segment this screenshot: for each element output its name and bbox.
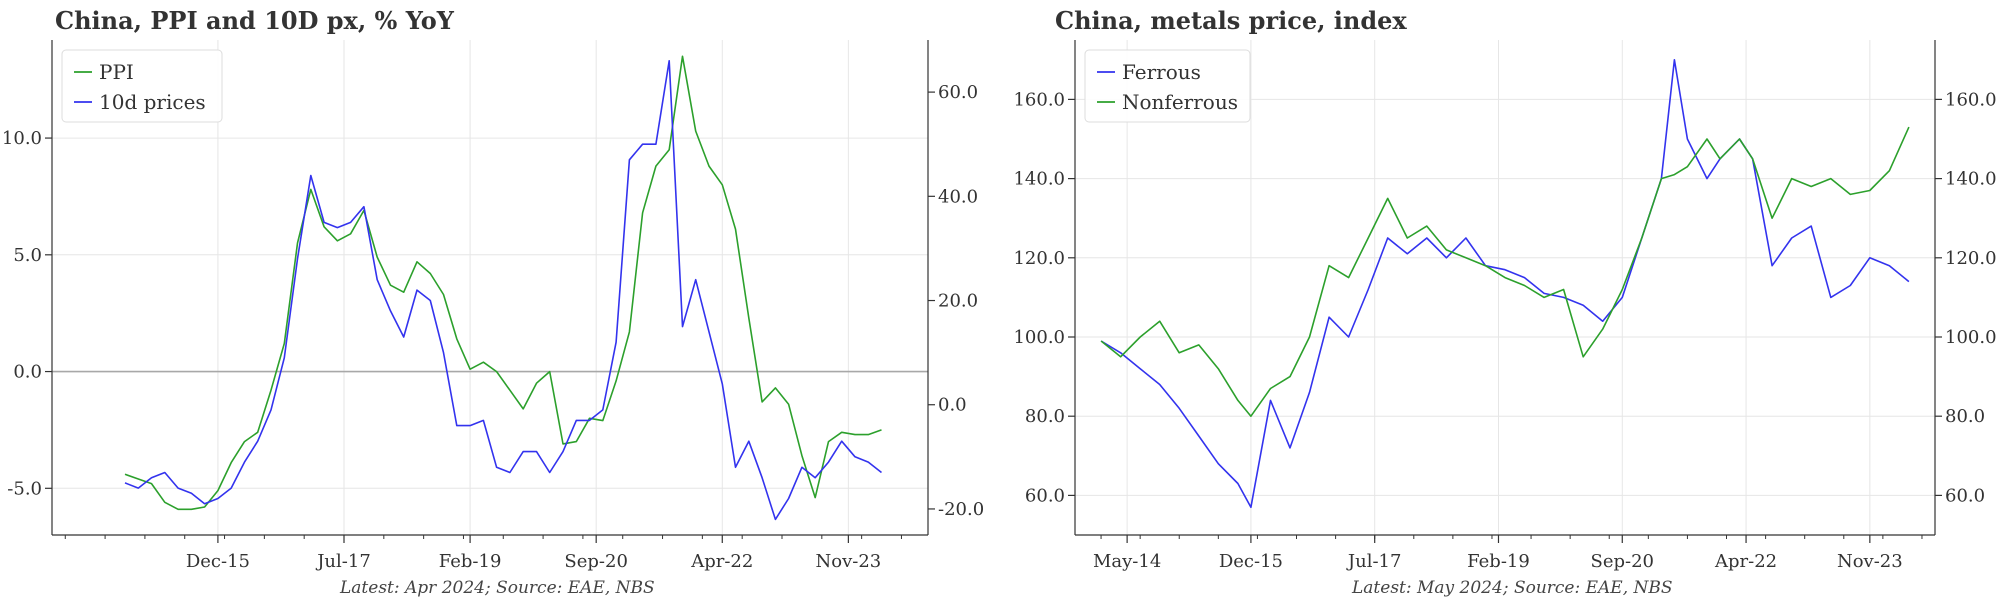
legend-label: 10d prices bbox=[99, 90, 206, 114]
y-left-tick-label: 10.0 bbox=[2, 128, 42, 149]
legend-label: PPI bbox=[99, 60, 134, 84]
y-right-tick-label: 80.0 bbox=[1945, 406, 1985, 427]
y-right-tick-label: 20.0 bbox=[938, 291, 978, 312]
legend-label: Ferrous bbox=[1122, 60, 1201, 84]
y-right-tick-label: 60.0 bbox=[1945, 485, 1985, 506]
x-tick-label: Feb-19 bbox=[1467, 551, 1530, 572]
x-tick-label: Apr-22 bbox=[690, 551, 753, 572]
ppi-chart: Dec-15 Jul-17 Feb-19 Sep-20 Apr-22 Nov-23 10.0… bbox=[2, 40, 984, 572]
x-tick-label: May-14 bbox=[1093, 551, 1161, 572]
x-tick-label: Jul-17 bbox=[315, 551, 371, 572]
series-line-ppi bbox=[124, 55, 882, 511]
chart-title: China, PPI and 10D px, % YoY bbox=[55, 6, 454, 35]
metals-chart: May-14 Dec-15 Jul-17 Feb-19 Sep-20 Apr-22 Nov-… bbox=[1013, 40, 1997, 572]
x-tick-label: Jul-17 bbox=[1346, 551, 1402, 572]
y-right-tick-label: -20.0 bbox=[938, 499, 984, 520]
y-left-tick-label: 140.0 bbox=[1013, 169, 1065, 190]
y-left-tick-label: 120.0 bbox=[1013, 248, 1065, 269]
y-left-tick-label: 160.0 bbox=[1013, 89, 1065, 110]
y-right-tick-label: 100.0 bbox=[1945, 327, 1997, 348]
legend-box bbox=[61, 49, 223, 123]
legend-box bbox=[1084, 49, 1251, 123]
y-left-tick-label: 60.0 bbox=[1025, 485, 1065, 506]
y-right-tick-label: 40.0 bbox=[938, 186, 978, 207]
metals-chart-panel: China, metals price, index May-14 Dec-15 J… bbox=[1000, 0, 2000, 607]
y-right-tick-label: 60.0 bbox=[938, 82, 978, 103]
y-left-tick-label: 100.0 bbox=[1013, 327, 1065, 348]
y-right-tick-label: 0.0 bbox=[938, 395, 967, 416]
x-tick-label: Nov-23 bbox=[815, 551, 881, 572]
x-tick-label: Feb-19 bbox=[439, 551, 502, 572]
x-tick-label: Apr-22 bbox=[1714, 551, 1777, 572]
y-left-tick-label: -5.0 bbox=[7, 478, 42, 499]
x-tick-label: Nov-23 bbox=[1837, 551, 1903, 572]
legend-label: Nonferrous bbox=[1122, 90, 1238, 114]
x-tick-label: Sep-20 bbox=[564, 551, 628, 572]
y-right-tick-label: 140.0 bbox=[1945, 169, 1997, 190]
x-tick-label: Dec-15 bbox=[186, 551, 250, 572]
series-line-ferrous bbox=[1100, 58, 1910, 509]
series-line-nonferrous bbox=[1100, 126, 1910, 418]
chart-title: China, metals price, index bbox=[1055, 6, 1407, 35]
chart-source-note: Latest: May 2024; Source: EAE, NBS bbox=[1352, 578, 1673, 598]
y-left-tick-label: 80.0 bbox=[1025, 406, 1065, 427]
ppi-chart-panel: China, PPI and 10D px, % YoY Dec-15 Jul-1… bbox=[2, 6, 984, 598]
chart-source-note: Latest: Apr 2024; Source: EAE, NBS bbox=[340, 578, 655, 598]
y-left-tick-label: 0.0 bbox=[13, 362, 42, 383]
x-tick-label: Dec-15 bbox=[1219, 551, 1283, 572]
series-line-10d-prices bbox=[124, 59, 882, 521]
y-right-tick-label: 120.0 bbox=[1945, 248, 1997, 269]
x-tick-label: Sep-20 bbox=[1591, 551, 1655, 572]
y-right-tick-label: 160.0 bbox=[1945, 89, 1997, 110]
y-left-tick-label: 5.0 bbox=[13, 245, 42, 266]
